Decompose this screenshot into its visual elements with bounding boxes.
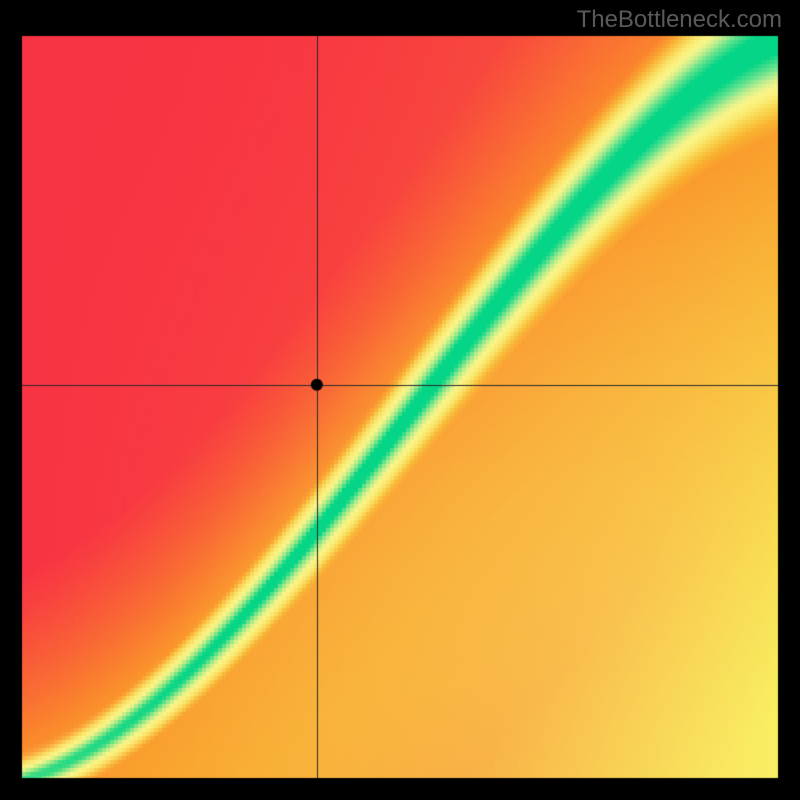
watermark-text: TheBottleneck.com [577,6,782,34]
heatmap-canvas [0,0,800,800]
chart-container: TheBottleneck.com [0,0,800,800]
